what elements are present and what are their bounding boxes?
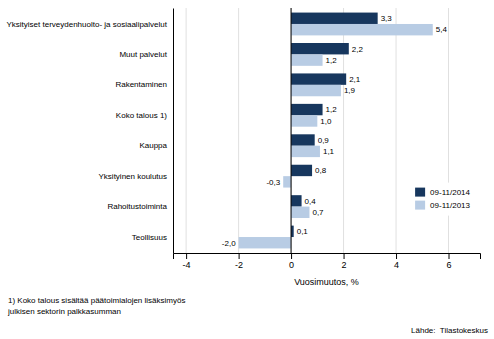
y-axis: Yksityiset terveydenhuolto- ja sosiaalip… <box>6 9 173 254</box>
x-tick: 6 <box>447 253 452 270</box>
bar <box>291 104 322 115</box>
y-tick: Yksityiset terveydenhuolto- ja sosiaalip… <box>6 20 173 29</box>
bar <box>291 13 378 24</box>
data-label: -0,3 <box>266 178 280 187</box>
data-label: 2,2 <box>352 45 364 54</box>
y-tick-label: Rakentaminen <box>115 80 167 89</box>
grid-line <box>396 8 397 253</box>
y-tick-label: Yksityinen koulutus <box>99 172 167 181</box>
legend-item: 09-11/2013 <box>415 201 470 210</box>
x-tick: -4 <box>183 253 191 270</box>
bar <box>291 54 322 65</box>
data-label: 0,1 <box>297 227 309 236</box>
x-tick: -2 <box>235 253 243 270</box>
x-tick-mark <box>239 253 240 259</box>
data-label: 2,1 <box>349 75 361 84</box>
bar <box>291 165 312 176</box>
y-tick: Koko talous 1) <box>116 111 173 120</box>
y-tick: Kauppa <box>139 141 173 150</box>
bar <box>291 73 346 84</box>
zero-line <box>291 8 292 253</box>
bar <box>291 85 341 96</box>
grid-line <box>291 8 292 253</box>
legend-swatch <box>415 188 425 197</box>
legend-item: 09-11/2014 <box>415 188 470 197</box>
bar <box>291 134 315 145</box>
legend-swatch <box>415 201 425 210</box>
legend-label: 09-11/2014 <box>430 188 470 197</box>
data-label: 1,1 <box>323 147 335 156</box>
footnote: 1) Koko talous sisältää päätoimialojen l… <box>8 296 185 305</box>
annotations: 1) Koko talous sisältää päätoimialojen l… <box>7 296 488 335</box>
plot: 0,1 0,4 0,8 0,9 1,2 2,1 2,2 3,3 -2,0 0,7 -0,3 1,1 1,… <box>6 8 480 287</box>
legend: 09-11/2014 09-11/2013 <box>409 183 476 216</box>
data-label: 0,8 <box>315 166 327 175</box>
y-tick-label: Teollisuus <box>132 233 167 242</box>
y-tick-label: Muut palvelut <box>119 50 167 59</box>
y-tick: Teollisuus <box>132 233 173 242</box>
bar <box>291 24 433 35</box>
data-label: 1,2 <box>326 56 338 65</box>
bar <box>283 176 291 187</box>
x-axis-title: Vuosimuutos, % <box>294 277 359 287</box>
x-tick-label: 4 <box>394 260 399 270</box>
footnote: julkisen sektorin palkkasumman <box>7 307 121 316</box>
x-tick-label: -2 <box>235 260 243 270</box>
grid-line <box>448 8 449 253</box>
data-label: 0,9 <box>318 136 330 145</box>
y-tick-label: Yksityiset terveydenhuolto- ja sosiaalip… <box>6 20 167 29</box>
data-label: 1,9 <box>344 86 356 95</box>
bar <box>291 115 317 126</box>
bar <box>291 207 309 218</box>
data-label: -2,0 <box>222 239 236 248</box>
y-tick: Muut palvelut <box>119 50 173 59</box>
bar <box>291 195 301 206</box>
x-tick: 2 <box>342 253 347 270</box>
y-tick: Rakentaminen <box>115 80 173 89</box>
y-tick: Yksityinen koulutus <box>99 172 173 181</box>
x-tick-label: -4 <box>183 260 191 270</box>
legend-box <box>409 183 476 216</box>
data-label: 3,3 <box>381 14 393 23</box>
x-tick-label: 0 <box>289 260 294 270</box>
data-label: 0,4 <box>305 197 317 206</box>
grid <box>186 8 448 253</box>
source: Lähde: Tilastokeskus <box>411 326 488 335</box>
data-label: 1,0 <box>320 117 332 126</box>
x-tick-mark <box>449 253 450 259</box>
y-axis-line <box>173 9 174 254</box>
bar <box>291 43 349 54</box>
x-tick-label: 6 <box>447 260 452 270</box>
bars <box>239 13 433 249</box>
x-tick-label: 2 <box>342 260 347 270</box>
x-tick-mark <box>344 253 345 259</box>
x-tick: 4 <box>394 253 399 270</box>
data-label: 1,2 <box>326 105 338 114</box>
grid-line <box>238 8 239 253</box>
x-tick: 0 <box>289 253 294 270</box>
y-tick: Rahoitustoiminta <box>107 202 173 211</box>
y-tick-label: Koko talous 1) <box>116 111 167 120</box>
legend-label: 09-11/2013 <box>430 201 470 210</box>
data-label: 5,4 <box>436 25 448 34</box>
y-tick-label: Rahoitustoiminta <box>107 202 167 211</box>
bar <box>291 146 320 157</box>
x-tick-mark <box>291 253 292 259</box>
chart: 0,1 0,4 0,8 0,9 1,2 2,1 2,2 3,3 -2,0 0,7 -0,3 1,1 1,… <box>0 0 494 339</box>
x-axis-line <box>174 254 481 260</box>
x-tick-mark <box>186 253 187 259</box>
y-tick-label: Kauppa <box>139 141 167 150</box>
data-label: 0,7 <box>312 208 324 217</box>
x-tick-mark <box>396 253 397 259</box>
x-axis: -4 -2 0 2 4 6 <box>174 253 481 270</box>
grid-line <box>186 8 187 253</box>
bar <box>239 237 291 248</box>
